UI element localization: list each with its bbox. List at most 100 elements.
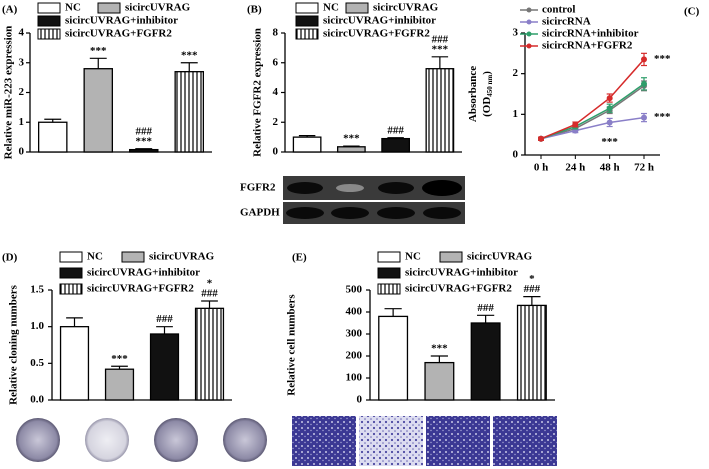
point	[641, 56, 647, 63]
significance-label: ***	[343, 133, 360, 145]
panel-label: (D)	[2, 252, 18, 264]
y-tick-label: 4	[273, 86, 279, 98]
blot-label: FGFR2	[240, 182, 276, 194]
legend-label: control	[542, 4, 575, 16]
significance-label: ###	[387, 124, 404, 136]
blot-label: GAPDH	[240, 207, 280, 219]
bar	[425, 68, 455, 153]
legend-swatch	[59, 267, 83, 279]
legend-label: sicircUVRAG+FGFR2	[405, 283, 512, 295]
legend-swatch	[345, 2, 369, 14]
line	[540, 116, 645, 140]
significance-label: ***	[654, 111, 671, 123]
legend-marker	[526, 7, 532, 13]
legend-swatch	[37, 15, 61, 27]
legend-label: sicircUVRAG+FGFR2	[87, 283, 194, 295]
legend-label: sicircUVRAG+inhibitor	[65, 15, 178, 27]
bar	[378, 315, 409, 401]
legend-swatch	[97, 2, 121, 14]
legend-label: sicircUVRAG	[125, 2, 191, 14]
legend-label: sicircUVRAG+inhibitor	[323, 15, 436, 27]
significance-label: ***	[181, 49, 198, 61]
panel: (B)Relative FGFR2 expression 02468NC***si…	[240, 2, 462, 219]
x-tick-label: 48 h	[600, 162, 620, 174]
y-axis-label: Relative cell numbers	[286, 294, 298, 396]
legend-swatch	[439, 251, 463, 263]
legend-swatch	[295, 28, 319, 40]
line	[540, 83, 645, 140]
y-tick-label: 4	[19, 27, 25, 39]
y-tick-label: 2	[273, 116, 279, 128]
y-axis-label: Absorbance (OD450 nm)	[467, 66, 494, 122]
bar	[292, 136, 322, 153]
legend-label: NC	[405, 251, 421, 263]
y-tick-label: 1	[19, 116, 25, 128]
legend-swatch	[377, 283, 401, 295]
legend-swatch	[121, 251, 145, 263]
legend-marker	[526, 43, 532, 49]
legend-swatch	[377, 267, 401, 279]
legend-label: sicircUVRAG	[373, 2, 439, 14]
significance-label: *	[207, 278, 213, 290]
legend-swatch	[295, 15, 319, 27]
panel-label: (E)	[292, 252, 307, 264]
significance-label: ***	[432, 43, 449, 55]
significance-label: ***	[136, 135, 153, 147]
point	[538, 135, 544, 142]
bar	[337, 146, 366, 153]
panel: (E) Relative cell numbers 0 100 200 300 400 500…	[286, 251, 555, 406]
point	[641, 80, 647, 87]
significance-label: ***	[90, 45, 107, 57]
legend-swatch	[59, 283, 83, 295]
y-tick-label: 0	[357, 394, 363, 406]
bar	[83, 68, 114, 153]
y-axis-label-line: Absorbance	[467, 66, 479, 122]
y-tick-label: 1	[513, 108, 519, 120]
legend-marker	[526, 19, 532, 25]
legend-swatch	[377, 251, 401, 263]
legend-label: NC	[65, 2, 81, 14]
significance-label: ***	[431, 343, 448, 355]
panel: (D) Relative cloning numbers 0.0 0.5 1.0 1.5 N…	[2, 251, 232, 406]
bar	[470, 322, 501, 401]
significance-label: ***	[601, 136, 618, 148]
y-axis-label-sub: 450 nm	[486, 75, 494, 97]
migration-images	[292, 416, 557, 466]
legend-label: sicircUVRAG+FGFR2	[323, 28, 430, 40]
significance-label: ###	[477, 302, 494, 314]
bar	[381, 137, 410, 153]
legend-marker	[526, 31, 532, 37]
line	[540, 58, 645, 140]
significance-label: ***	[654, 53, 671, 65]
bar	[194, 307, 225, 401]
legend-label: NC	[87, 251, 103, 263]
bar	[174, 71, 205, 153]
bar	[104, 368, 135, 401]
x-tick-label: 24 h	[565, 162, 585, 174]
y-tick-label: 0.5	[30, 357, 44, 369]
panel-label: (B)	[247, 4, 262, 16]
y-tick-label: 1.5	[30, 284, 44, 296]
y-tick-label: 400	[346, 306, 363, 318]
y-tick-label: 500	[346, 284, 363, 296]
legend-swatch	[59, 251, 83, 263]
y-tick-label: 8	[273, 27, 279, 39]
bar	[424, 361, 455, 401]
legend-label: sicircUVRAG+inhibitor	[405, 267, 518, 279]
legend-label: NC	[323, 2, 339, 14]
bar	[128, 148, 159, 153]
legend-label: sicircUVRAG	[149, 251, 215, 263]
legend-swatch	[295, 2, 319, 14]
y-tick-label: 2	[513, 67, 519, 79]
significance-label: ###	[432, 33, 449, 45]
legend-label: sicircUVRAG	[467, 251, 533, 263]
y-axis-label: Relative cloning numbers	[8, 284, 20, 404]
y-tick-label: 200	[346, 350, 363, 362]
panel: (C) Absorbance (OD450 nm) 0 1 2 3 0 h 24 h 48 h 72…	[467, 4, 700, 174]
panel-label: (C)	[684, 6, 700, 18]
y-tick-label: 0	[19, 146, 25, 158]
point	[641, 114, 647, 121]
line	[540, 85, 645, 140]
